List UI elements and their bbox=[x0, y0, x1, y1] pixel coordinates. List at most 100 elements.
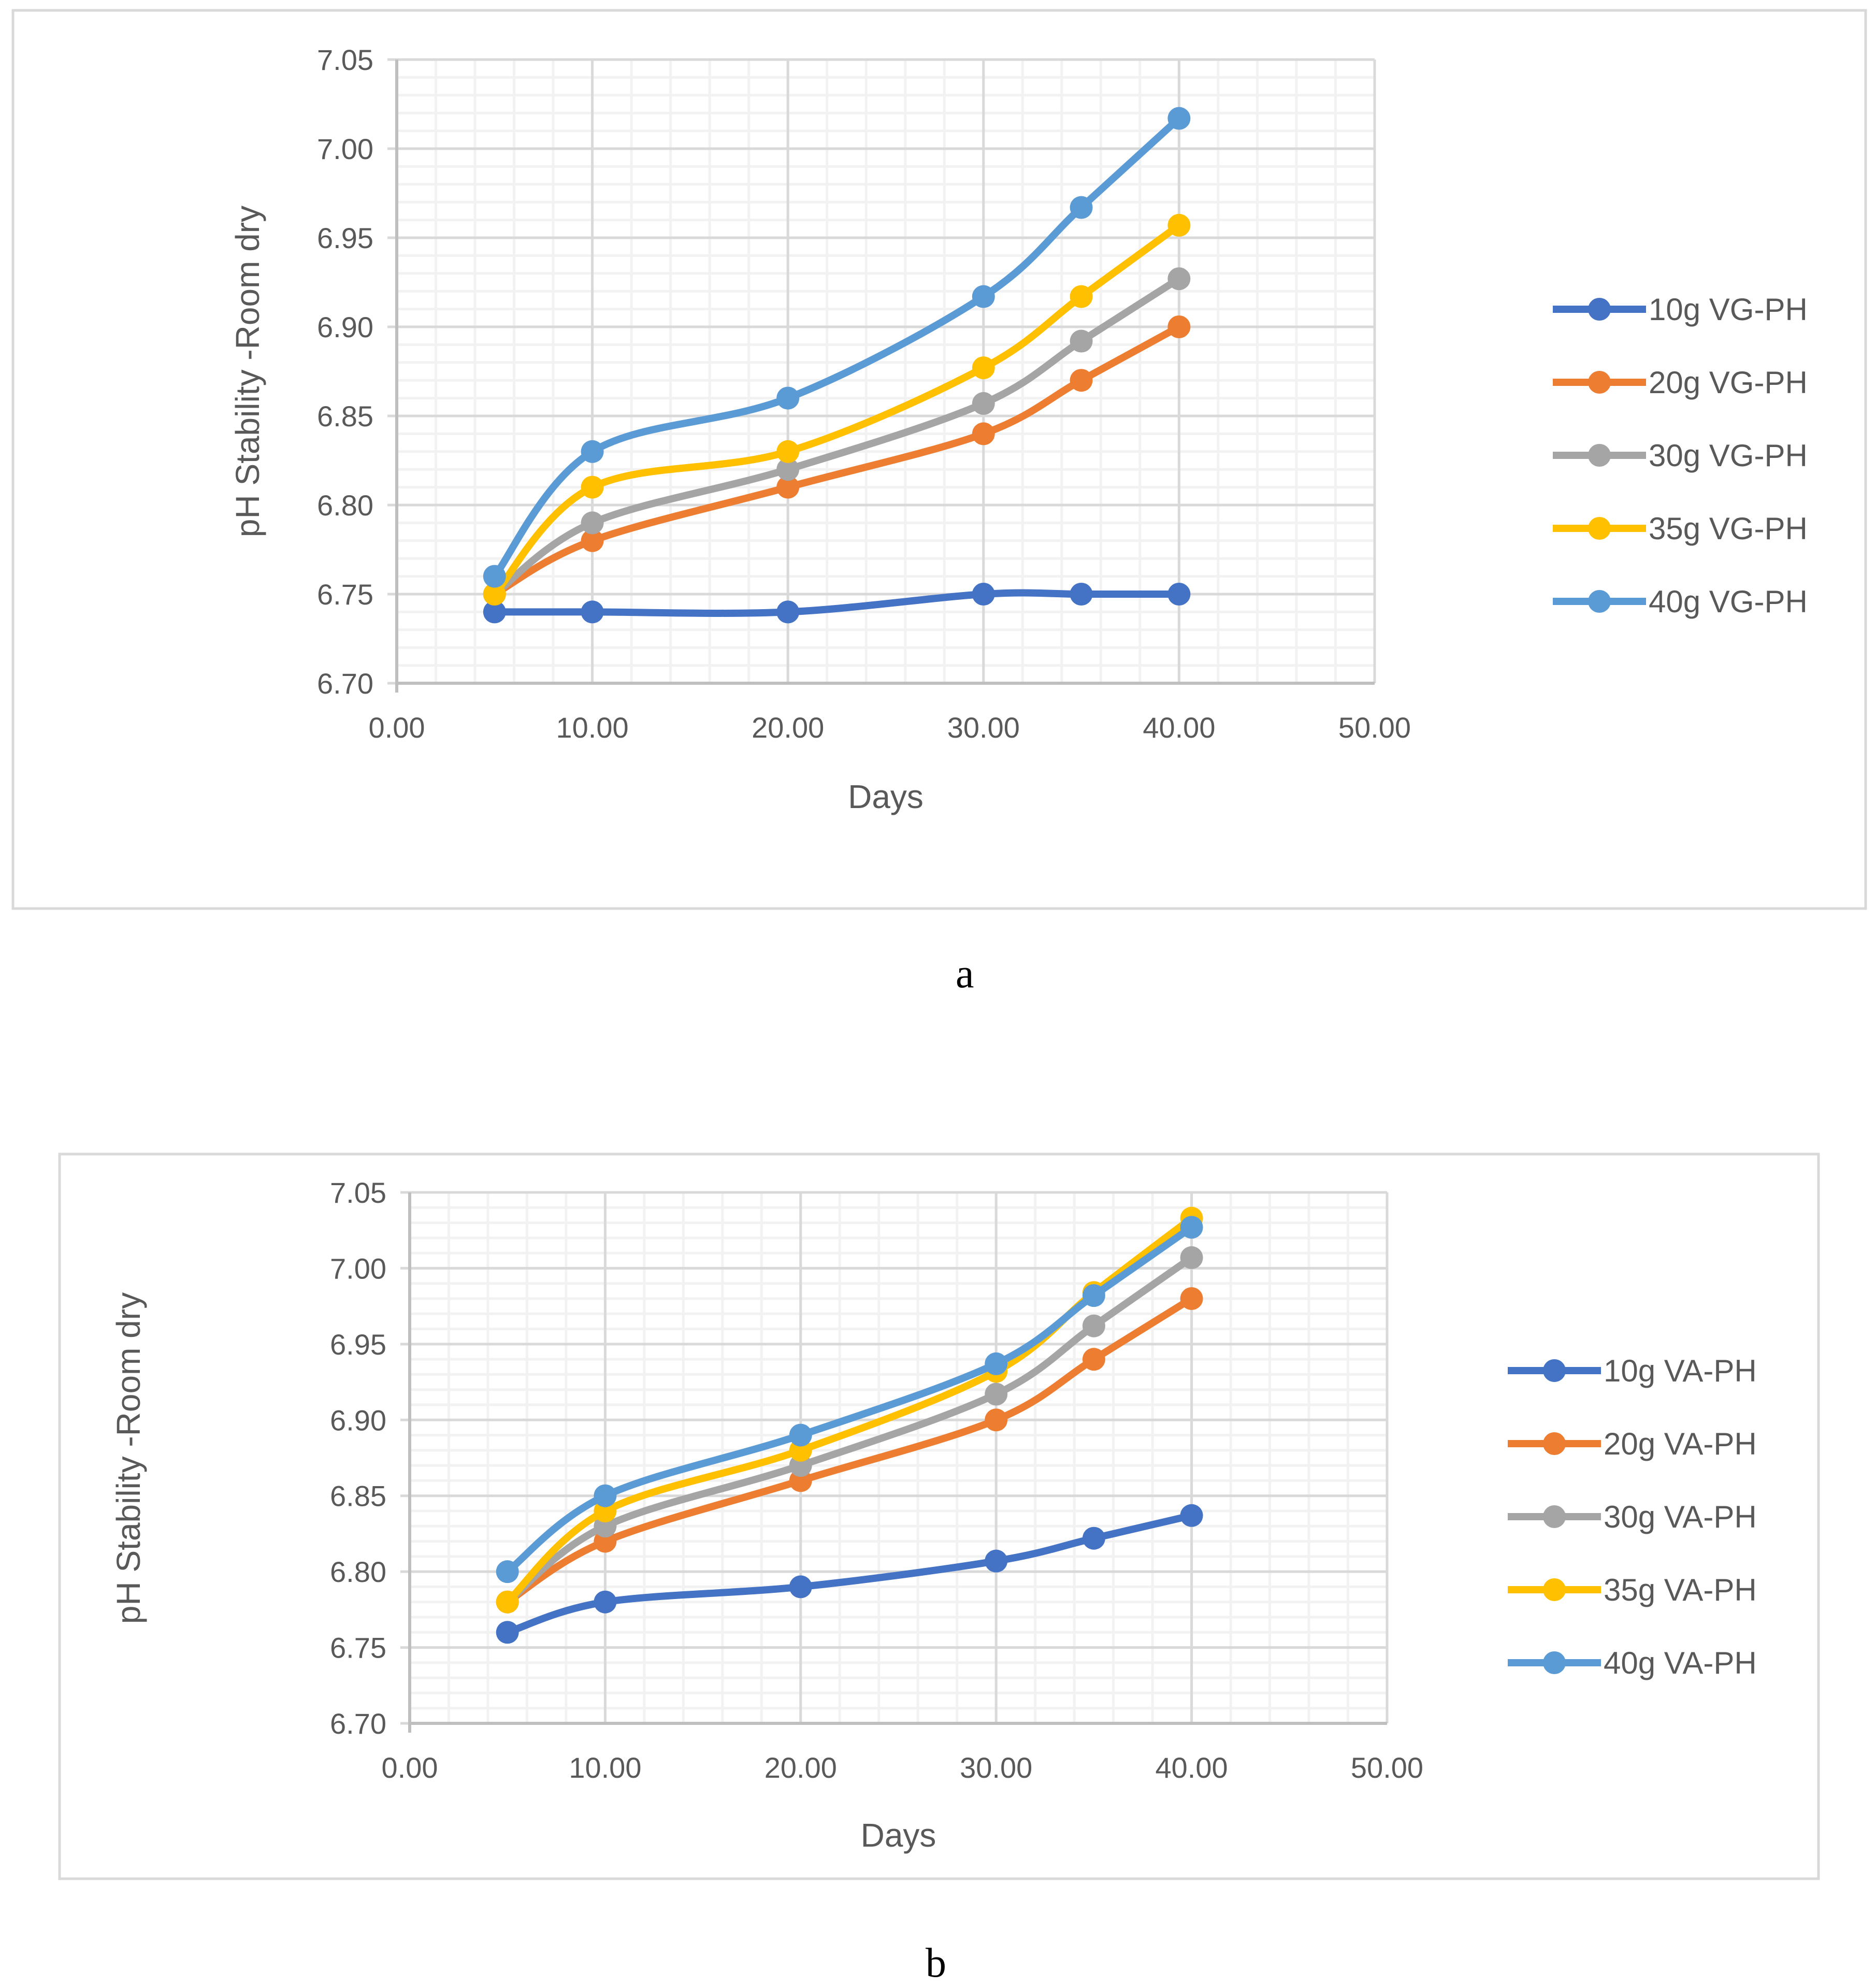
data-point bbox=[972, 392, 995, 415]
data-point bbox=[776, 440, 800, 463]
legend-label: 40g VA-PH bbox=[1604, 1646, 1757, 1680]
x-tick-label: 50.00 bbox=[1338, 711, 1411, 744]
legend-label: 35g VA-PH bbox=[1604, 1573, 1757, 1607]
x-axis-title: Days bbox=[861, 1817, 936, 1854]
x-tick-label: 40.00 bbox=[1156, 1751, 1228, 1784]
data-point bbox=[581, 476, 604, 499]
x-tick-label: 20.00 bbox=[752, 711, 824, 744]
legend-marker bbox=[1543, 1651, 1566, 1674]
legend-marker bbox=[1543, 1432, 1566, 1455]
legend-label: 20g VA-PH bbox=[1604, 1427, 1757, 1461]
legend-marker bbox=[1543, 1505, 1566, 1528]
x-axis-title: Days bbox=[848, 778, 923, 815]
data-point bbox=[1082, 1284, 1105, 1307]
data-point bbox=[1167, 583, 1191, 606]
y-tick-label: 6.85 bbox=[330, 1480, 386, 1513]
y-tick-label: 6.75 bbox=[317, 578, 373, 611]
data-point bbox=[985, 1383, 1008, 1406]
y-tick-label: 7.00 bbox=[330, 1252, 386, 1285]
y-tick-label: 7.00 bbox=[317, 133, 373, 165]
legend-marker bbox=[1588, 444, 1611, 467]
series-40g-vg-ph bbox=[483, 107, 1191, 588]
x-tick-label: 0.00 bbox=[382, 1751, 438, 1784]
data-point bbox=[1082, 1348, 1105, 1371]
data-point bbox=[789, 1575, 812, 1599]
y-axis-title: pH Stability -Room dry bbox=[229, 206, 266, 537]
data-point bbox=[496, 1590, 519, 1614]
y-tick-label: 6.85 bbox=[317, 400, 373, 433]
series-10g-vg-ph bbox=[483, 583, 1191, 624]
legend-marker bbox=[1543, 1359, 1566, 1382]
data-point bbox=[581, 440, 604, 463]
legend-label: 35g VG-PH bbox=[1649, 511, 1808, 546]
series-40g-va-ph bbox=[496, 1216, 1203, 1583]
data-point bbox=[776, 386, 800, 410]
data-point bbox=[483, 600, 506, 624]
x-tick-label: 30.00 bbox=[947, 711, 1020, 744]
panel-label-b: b bbox=[926, 1940, 946, 1986]
y-tick-label: 6.95 bbox=[317, 222, 373, 254]
data-point bbox=[972, 356, 995, 380]
y-axis-title: pH Stability -Room dry bbox=[110, 1292, 147, 1624]
x-tick-label: 30.00 bbox=[960, 1751, 1032, 1784]
data-point bbox=[1167, 267, 1191, 291]
x-tick-label: 20.00 bbox=[764, 1751, 837, 1784]
data-point bbox=[1180, 1287, 1203, 1310]
data-point bbox=[1180, 1504, 1203, 1527]
data-point bbox=[483, 583, 506, 606]
x-tick-label: 0.00 bbox=[369, 711, 425, 744]
x-tick-label: 10.00 bbox=[569, 1751, 641, 1784]
data-point bbox=[972, 422, 995, 445]
data-point bbox=[985, 1408, 1008, 1432]
y-tick-label: 6.80 bbox=[317, 489, 373, 522]
y-tick-label: 6.80 bbox=[330, 1556, 386, 1588]
data-point bbox=[496, 1560, 519, 1583]
data-point bbox=[776, 600, 800, 624]
chart-panel-b: 0.00 10.00 20.00 30.00 40.00 50.00 6.70 6.75 6.8… bbox=[58, 1153, 1820, 1880]
data-point bbox=[985, 1549, 1008, 1573]
chart-frame bbox=[11, 9, 1867, 910]
data-point bbox=[1167, 213, 1191, 237]
legend-label: 40g VG-PH bbox=[1649, 584, 1808, 619]
legend-marker bbox=[1588, 371, 1611, 394]
data-point bbox=[1070, 369, 1093, 392]
data-point bbox=[1167, 315, 1191, 338]
data-point bbox=[1070, 196, 1093, 219]
data-point bbox=[594, 1484, 617, 1507]
x-tick-label: 50.00 bbox=[1351, 1751, 1423, 1784]
y-tick-label: 6.70 bbox=[330, 1707, 386, 1740]
x-tick-label: 40.00 bbox=[1143, 711, 1215, 744]
data-point bbox=[1082, 1527, 1105, 1550]
y-tick-label: 6.95 bbox=[330, 1328, 386, 1361]
series-35g-vg-ph bbox=[483, 213, 1191, 606]
data-point bbox=[1180, 1216, 1203, 1239]
data-point bbox=[789, 1423, 812, 1447]
y-tick-label: 6.70 bbox=[317, 667, 373, 700]
data-point bbox=[776, 458, 800, 481]
data-point bbox=[581, 511, 604, 535]
legend-marker bbox=[1588, 298, 1611, 321]
y-tick-label: 6.90 bbox=[330, 1404, 386, 1436]
legend-label: 30g VA-PH bbox=[1604, 1500, 1757, 1534]
data-point bbox=[985, 1352, 1008, 1375]
data-point bbox=[483, 565, 506, 588]
data-point bbox=[594, 1590, 617, 1614]
data-point bbox=[1180, 1246, 1203, 1269]
y-tick-label: 7.05 bbox=[317, 44, 373, 76]
data-point bbox=[776, 476, 800, 499]
data-point bbox=[972, 583, 995, 606]
data-point bbox=[1070, 285, 1093, 308]
y-tick-label: 6.90 bbox=[317, 311, 373, 343]
x-tick-label: 10.00 bbox=[556, 711, 629, 744]
data-point bbox=[1070, 329, 1093, 353]
y-tick-label: 7.05 bbox=[330, 1176, 386, 1209]
data-point bbox=[581, 529, 604, 552]
data-point bbox=[496, 1621, 519, 1644]
data-point bbox=[581, 600, 604, 624]
legend-marker bbox=[1588, 590, 1611, 613]
legend-marker bbox=[1588, 517, 1611, 540]
legend-label: 10g VG-PH bbox=[1649, 292, 1808, 327]
data-point bbox=[1082, 1314, 1105, 1337]
data-point bbox=[972, 285, 995, 308]
